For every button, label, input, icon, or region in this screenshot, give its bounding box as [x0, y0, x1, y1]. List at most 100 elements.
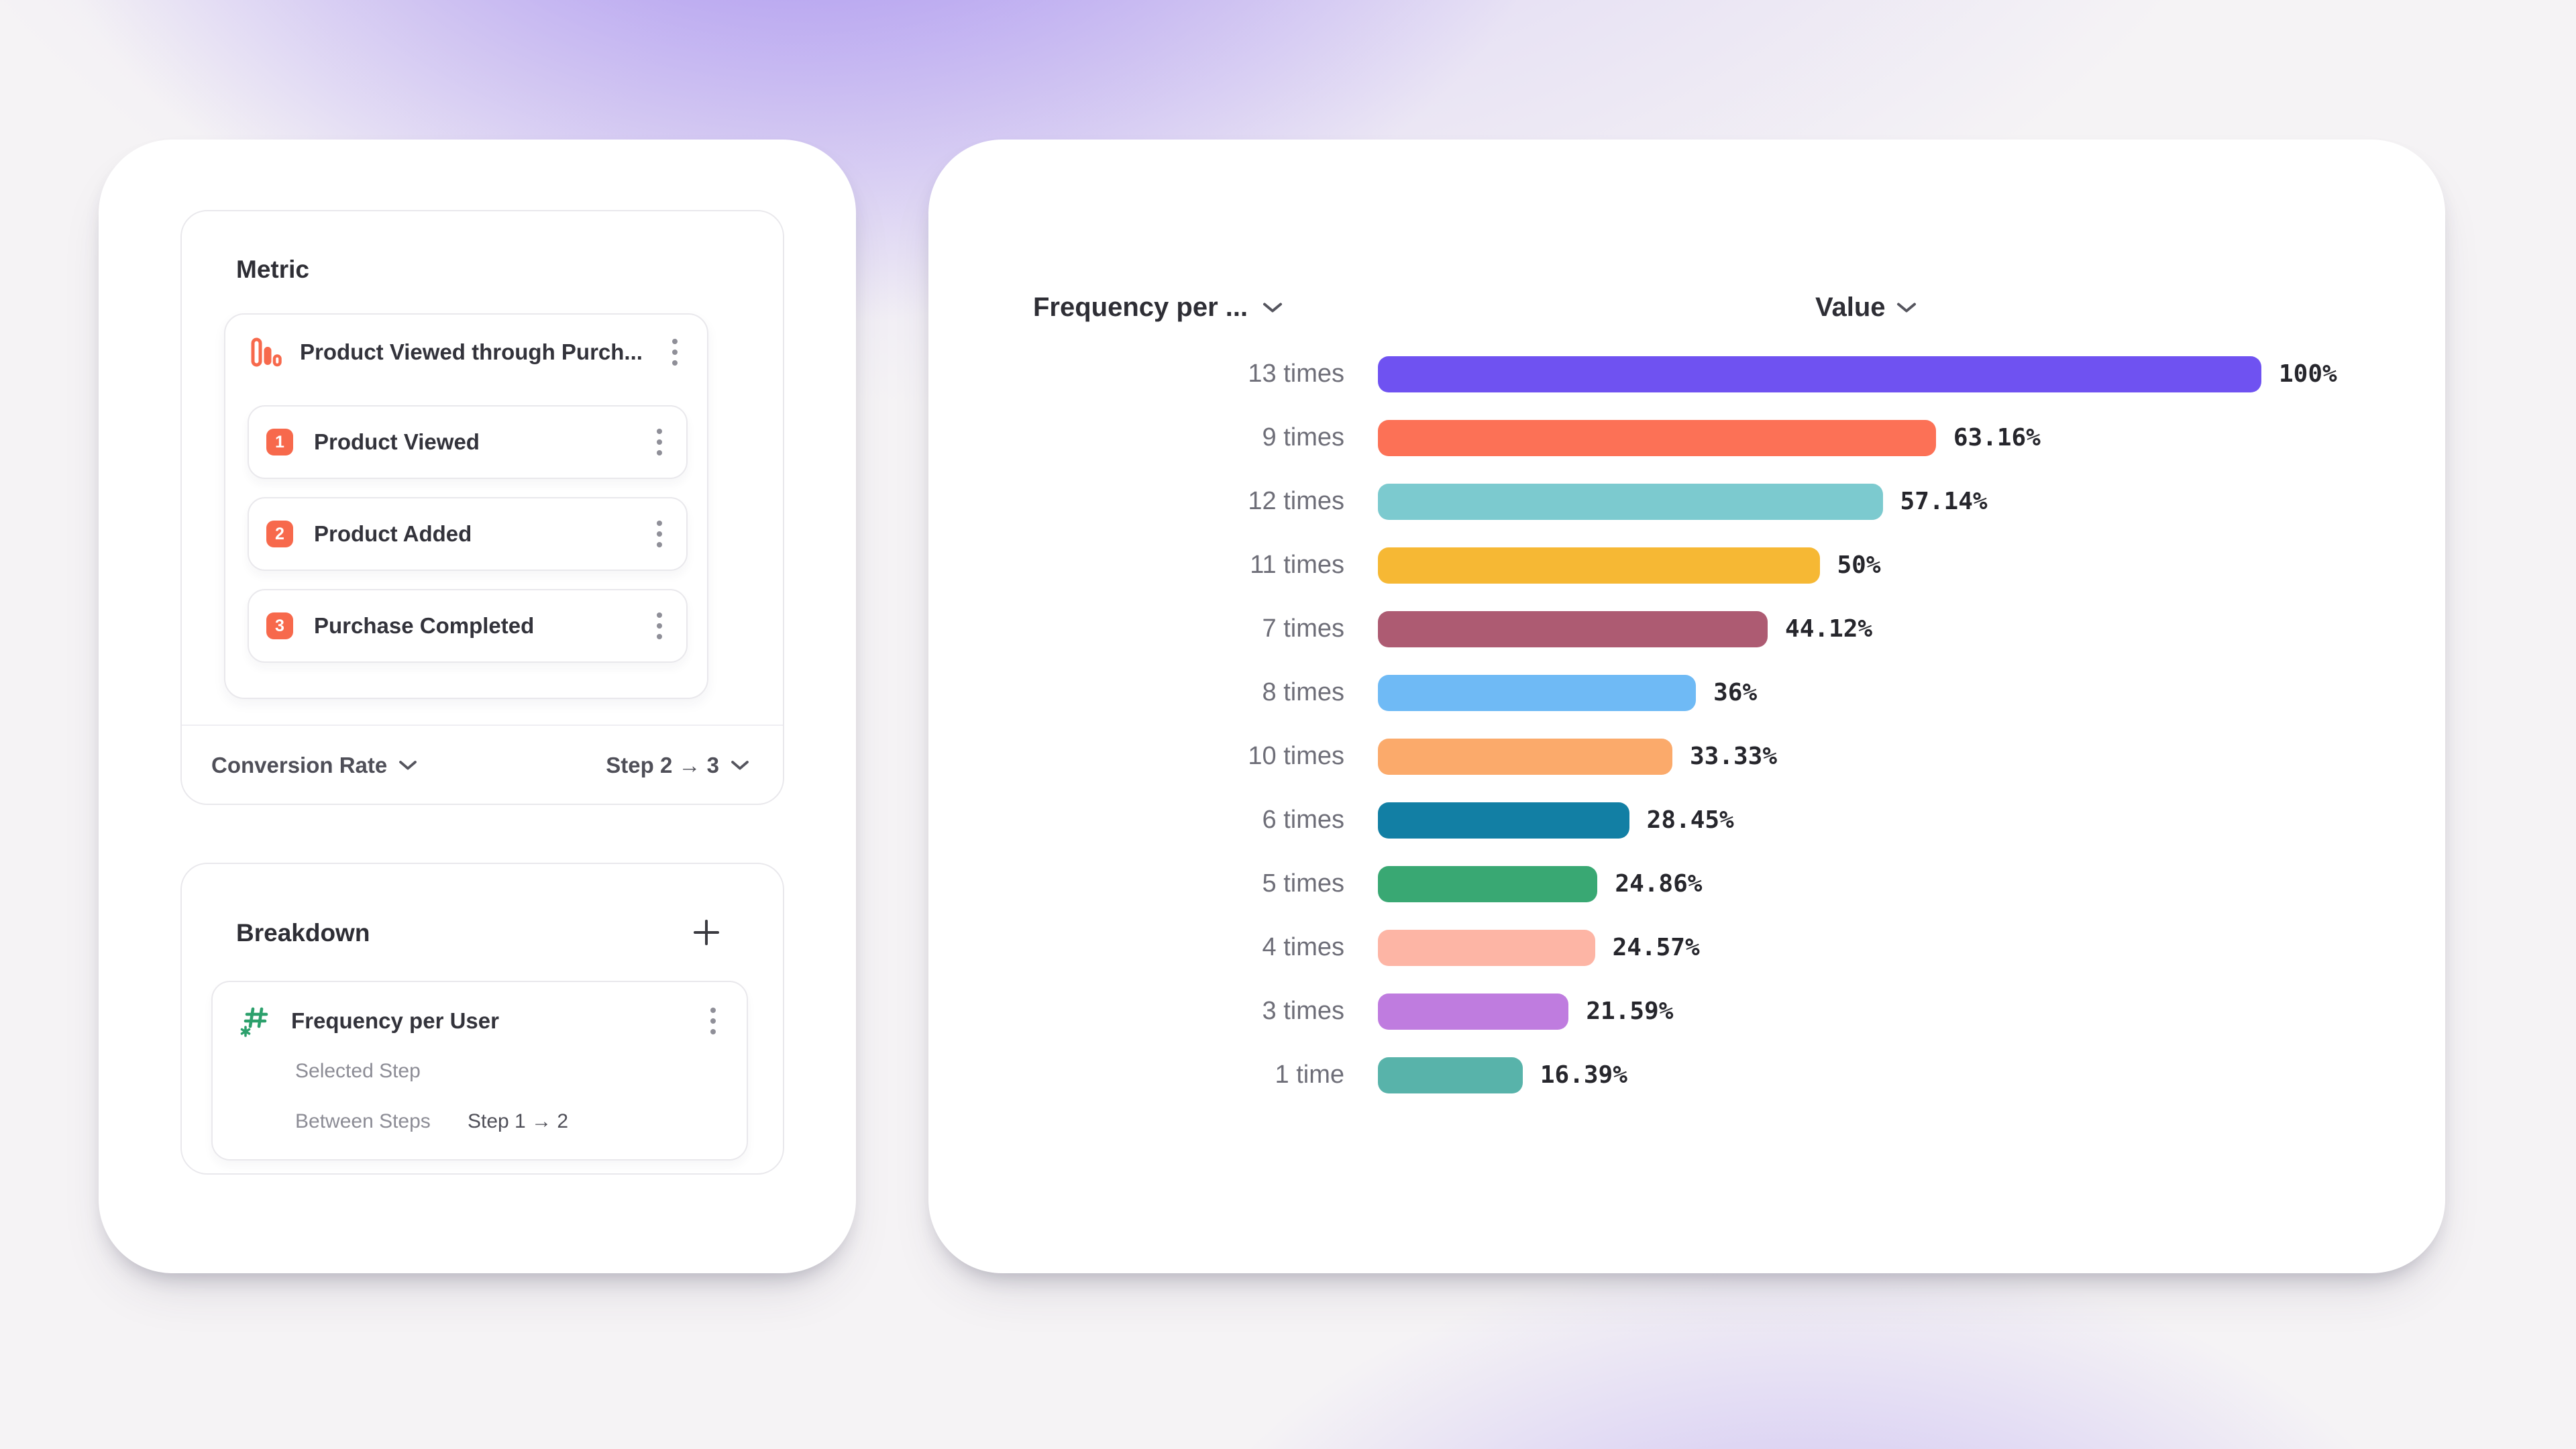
conversion-footer: Conversion Rate Step 2 → 3 — [211, 726, 749, 804]
bar-area: 21.59% — [1378, 993, 2261, 1030]
bar-value-label: 100% — [2279, 360, 2337, 388]
chart-row: 11 times 50% — [928, 533, 2445, 597]
bar-category-label: 12 times — [1248, 487, 1344, 515]
bar-value-label: 50% — [1837, 551, 1881, 579]
step-range-label: Step 2 → 3 — [606, 753, 719, 777]
bar-area: 24.57% — [1378, 929, 2261, 966]
bar-value-label: 44.12% — [1785, 615, 1873, 643]
chevron-down-icon — [1896, 303, 1916, 313]
bar[interactable] — [1378, 356, 2261, 392]
bar-area: 33.33% — [1378, 738, 2261, 775]
query-builder-card: Metric Product Viewed through Purch... 1… — [99, 140, 856, 1273]
breakdown-item-header: Frequency per User — [239, 1002, 720, 1040]
panel-divider — [182, 724, 783, 726]
funnel-event-label: Product Viewed through Purch... — [300, 339, 643, 364]
funnel-step-1[interactable]: 1 Product Viewed — [248, 405, 688, 479]
chart-row: 5 times 24.86% — [928, 852, 2445, 916]
bar-category-label: 4 times — [1262, 933, 1344, 961]
bar[interactable] — [1378, 610, 1768, 647]
chart-rows: 13 times 100% 9 times 63.16% 12 times 57… — [928, 342, 2445, 1107]
add-breakdown-button[interactable] — [690, 916, 722, 949]
bar-area: 24.86% — [1378, 865, 2261, 902]
step-number-badge: 2 — [266, 521, 293, 547]
bar-category-label: 10 times — [1248, 742, 1344, 770]
breakdown-item-menu-icon[interactable] — [706, 1004, 720, 1038]
bar-value-label: 63.16% — [1953, 424, 2041, 451]
step-menu-icon[interactable] — [653, 517, 666, 551]
bar[interactable] — [1378, 802, 1629, 839]
bar-area: 57.14% — [1378, 483, 2261, 520]
bar-area: 28.45% — [1378, 802, 2261, 839]
plus-icon — [694, 920, 719, 945]
bar-value-label: 28.45% — [1646, 806, 1734, 834]
bar[interactable] — [1378, 674, 1697, 711]
chart-row: 4 times 24.57% — [928, 916, 2445, 979]
between-steps-label: Between Steps — [295, 1110, 431, 1132]
between-steps-value: Step 1 → 2 — [468, 1110, 569, 1132]
chart-value-header-dropdown[interactable]: Value — [1815, 292, 1917, 323]
bar-category-label: 1 time — [1275, 1061, 1344, 1089]
chart-row: 9 times 63.16% — [928, 406, 2445, 470]
bar-category-label: 7 times — [1262, 614, 1344, 643]
bar[interactable] — [1378, 419, 1936, 456]
chart-row: 7 times 44.12% — [928, 597, 2445, 661]
step-label: Product Viewed — [314, 429, 480, 454]
bar-area: 44.12% — [1378, 610, 2261, 647]
bar-value-label: 33.33% — [1689, 743, 1777, 770]
bar-category-label: 3 times — [1262, 997, 1344, 1025]
chart-row: 8 times 36% — [928, 661, 2445, 724]
funnel-event-menu-icon[interactable] — [668, 335, 682, 370]
bar-value-label: 24.86% — [1615, 870, 1703, 898]
step-label: Product Added — [314, 521, 472, 546]
chevron-down-icon — [1263, 303, 1283, 313]
breakdown-panel: Breakdown Frequency per User — [180, 863, 784, 1175]
metric-panel-title: Metric — [236, 256, 309, 283]
bar-value-label: 24.57% — [1612, 934, 1700, 961]
breakdown-item-card[interactable]: Frequency per User Selected Step Between… — [211, 981, 748, 1161]
chart-row: 3 times 21.59% — [928, 979, 2445, 1043]
bar-area: 36% — [1378, 674, 2261, 711]
funnel-event-header[interactable]: Product Viewed through Purch... — [225, 315, 707, 389]
bar-category-label: 6 times — [1262, 806, 1344, 834]
funnel-bars-icon — [251, 337, 282, 367]
chart-category-header-dropdown[interactable]: Frequency per ... — [1033, 292, 1283, 323]
chart-row: 13 times 100% — [928, 342, 2445, 406]
bar-area: 100% — [1378, 356, 2337, 392]
bar-category-label: 9 times — [1262, 423, 1344, 451]
funnel-step-3[interactable]: 3 Purchase Completed — [248, 589, 688, 663]
chevron-down-icon — [399, 761, 417, 770]
chart-row: 10 times 33.33% — [928, 724, 2445, 788]
bar[interactable] — [1378, 993, 1569, 1030]
selected-step-row[interactable]: Selected Step — [295, 1060, 421, 1083]
step-range-dropdown[interactable]: Step 2 → 3 — [606, 753, 749, 778]
breakdown-item-label: Frequency per User — [291, 1008, 499, 1033]
bar[interactable] — [1378, 483, 1883, 520]
chevron-down-icon — [731, 761, 749, 770]
bar[interactable] — [1378, 1057, 1523, 1093]
bar[interactable] — [1378, 929, 1595, 966]
bar-value-label: 16.39% — [1540, 1061, 1627, 1089]
between-steps-row[interactable]: Between Steps Step 1 → 2 — [295, 1110, 568, 1133]
chart-row: 12 times 57.14% — [928, 470, 2445, 533]
chart-row: 6 times 28.45% — [928, 788, 2445, 852]
conversion-rate-dropdown[interactable]: Conversion Rate — [211, 753, 417, 778]
funnel-step-2[interactable]: 2 Product Added — [248, 497, 688, 571]
step-label: Purchase Completed — [314, 613, 535, 638]
bar-category-label: 5 times — [1262, 869, 1344, 898]
step-menu-icon[interactable] — [653, 425, 666, 460]
bar-value-label: 57.14% — [1900, 488, 1988, 515]
bar-category-label: 13 times — [1248, 360, 1344, 388]
chart-value-header-label: Value — [1815, 292, 1886, 322]
bar-category-label: 11 times — [1250, 551, 1344, 579]
breakdown-panel-title: Breakdown — [236, 919, 370, 947]
step-number-badge: 3 — [266, 612, 293, 639]
bar-value-label: 36% — [1713, 679, 1758, 706]
bar[interactable] — [1378, 547, 1820, 584]
hash-icon — [239, 1005, 272, 1037]
step-menu-icon[interactable] — [653, 608, 666, 643]
bar[interactable] — [1378, 738, 1672, 775]
bar[interactable] — [1378, 865, 1598, 902]
conversion-rate-label: Conversion Rate — [211, 753, 388, 777]
bar-value-label: 21.59% — [1586, 998, 1674, 1025]
funnel-event-card[interactable]: Product Viewed through Purch... 1 Produc… — [224, 313, 708, 699]
